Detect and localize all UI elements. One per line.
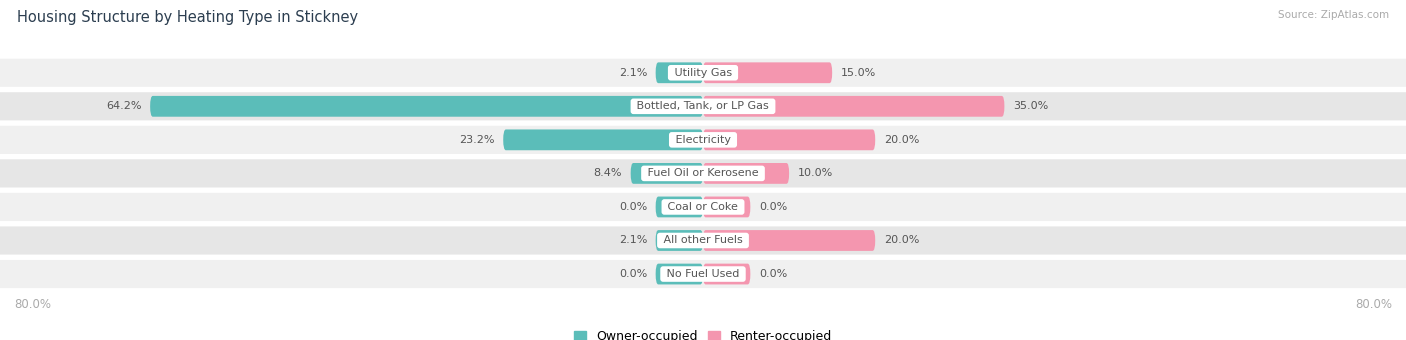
FancyBboxPatch shape (703, 96, 1004, 117)
Text: Fuel Oil or Kerosene: Fuel Oil or Kerosene (644, 168, 762, 179)
Text: 15.0%: 15.0% (841, 68, 876, 78)
Text: 0.0%: 0.0% (759, 269, 787, 279)
Text: 80.0%: 80.0% (1355, 298, 1392, 311)
Text: 2.1%: 2.1% (619, 236, 647, 245)
FancyBboxPatch shape (655, 62, 703, 83)
Text: 23.2%: 23.2% (460, 135, 495, 145)
Text: 2.1%: 2.1% (619, 68, 647, 78)
Text: 8.4%: 8.4% (593, 168, 621, 179)
Text: 20.0%: 20.0% (884, 135, 920, 145)
Text: Utility Gas: Utility Gas (671, 68, 735, 78)
FancyBboxPatch shape (655, 197, 703, 217)
Text: 0.0%: 0.0% (619, 269, 647, 279)
FancyBboxPatch shape (0, 92, 1406, 120)
Text: 20.0%: 20.0% (884, 236, 920, 245)
FancyBboxPatch shape (0, 159, 1406, 187)
FancyBboxPatch shape (631, 163, 703, 184)
Text: 0.0%: 0.0% (759, 202, 787, 212)
FancyBboxPatch shape (0, 260, 1406, 288)
FancyBboxPatch shape (655, 230, 703, 251)
FancyBboxPatch shape (703, 264, 751, 285)
Text: Electricity: Electricity (672, 135, 734, 145)
Text: Housing Structure by Heating Type in Stickney: Housing Structure by Heating Type in Sti… (17, 10, 359, 25)
FancyBboxPatch shape (503, 130, 703, 150)
Legend: Owner-occupied, Renter-occupied: Owner-occupied, Renter-occupied (568, 325, 838, 340)
FancyBboxPatch shape (703, 163, 789, 184)
Text: 0.0%: 0.0% (619, 202, 647, 212)
FancyBboxPatch shape (703, 230, 875, 251)
Text: Source: ZipAtlas.com: Source: ZipAtlas.com (1278, 10, 1389, 20)
Text: 64.2%: 64.2% (105, 101, 142, 111)
FancyBboxPatch shape (703, 197, 751, 217)
FancyBboxPatch shape (0, 126, 1406, 154)
FancyBboxPatch shape (703, 130, 875, 150)
Text: 35.0%: 35.0% (1012, 101, 1049, 111)
FancyBboxPatch shape (150, 96, 703, 117)
FancyBboxPatch shape (703, 62, 832, 83)
FancyBboxPatch shape (0, 193, 1406, 221)
Text: Coal or Coke: Coal or Coke (664, 202, 742, 212)
FancyBboxPatch shape (0, 59, 1406, 87)
Text: Bottled, Tank, or LP Gas: Bottled, Tank, or LP Gas (633, 101, 773, 111)
Text: All other Fuels: All other Fuels (659, 236, 747, 245)
FancyBboxPatch shape (0, 226, 1406, 255)
Text: 80.0%: 80.0% (14, 298, 51, 311)
FancyBboxPatch shape (655, 264, 703, 285)
Text: 10.0%: 10.0% (797, 168, 832, 179)
Text: No Fuel Used: No Fuel Used (664, 269, 742, 279)
